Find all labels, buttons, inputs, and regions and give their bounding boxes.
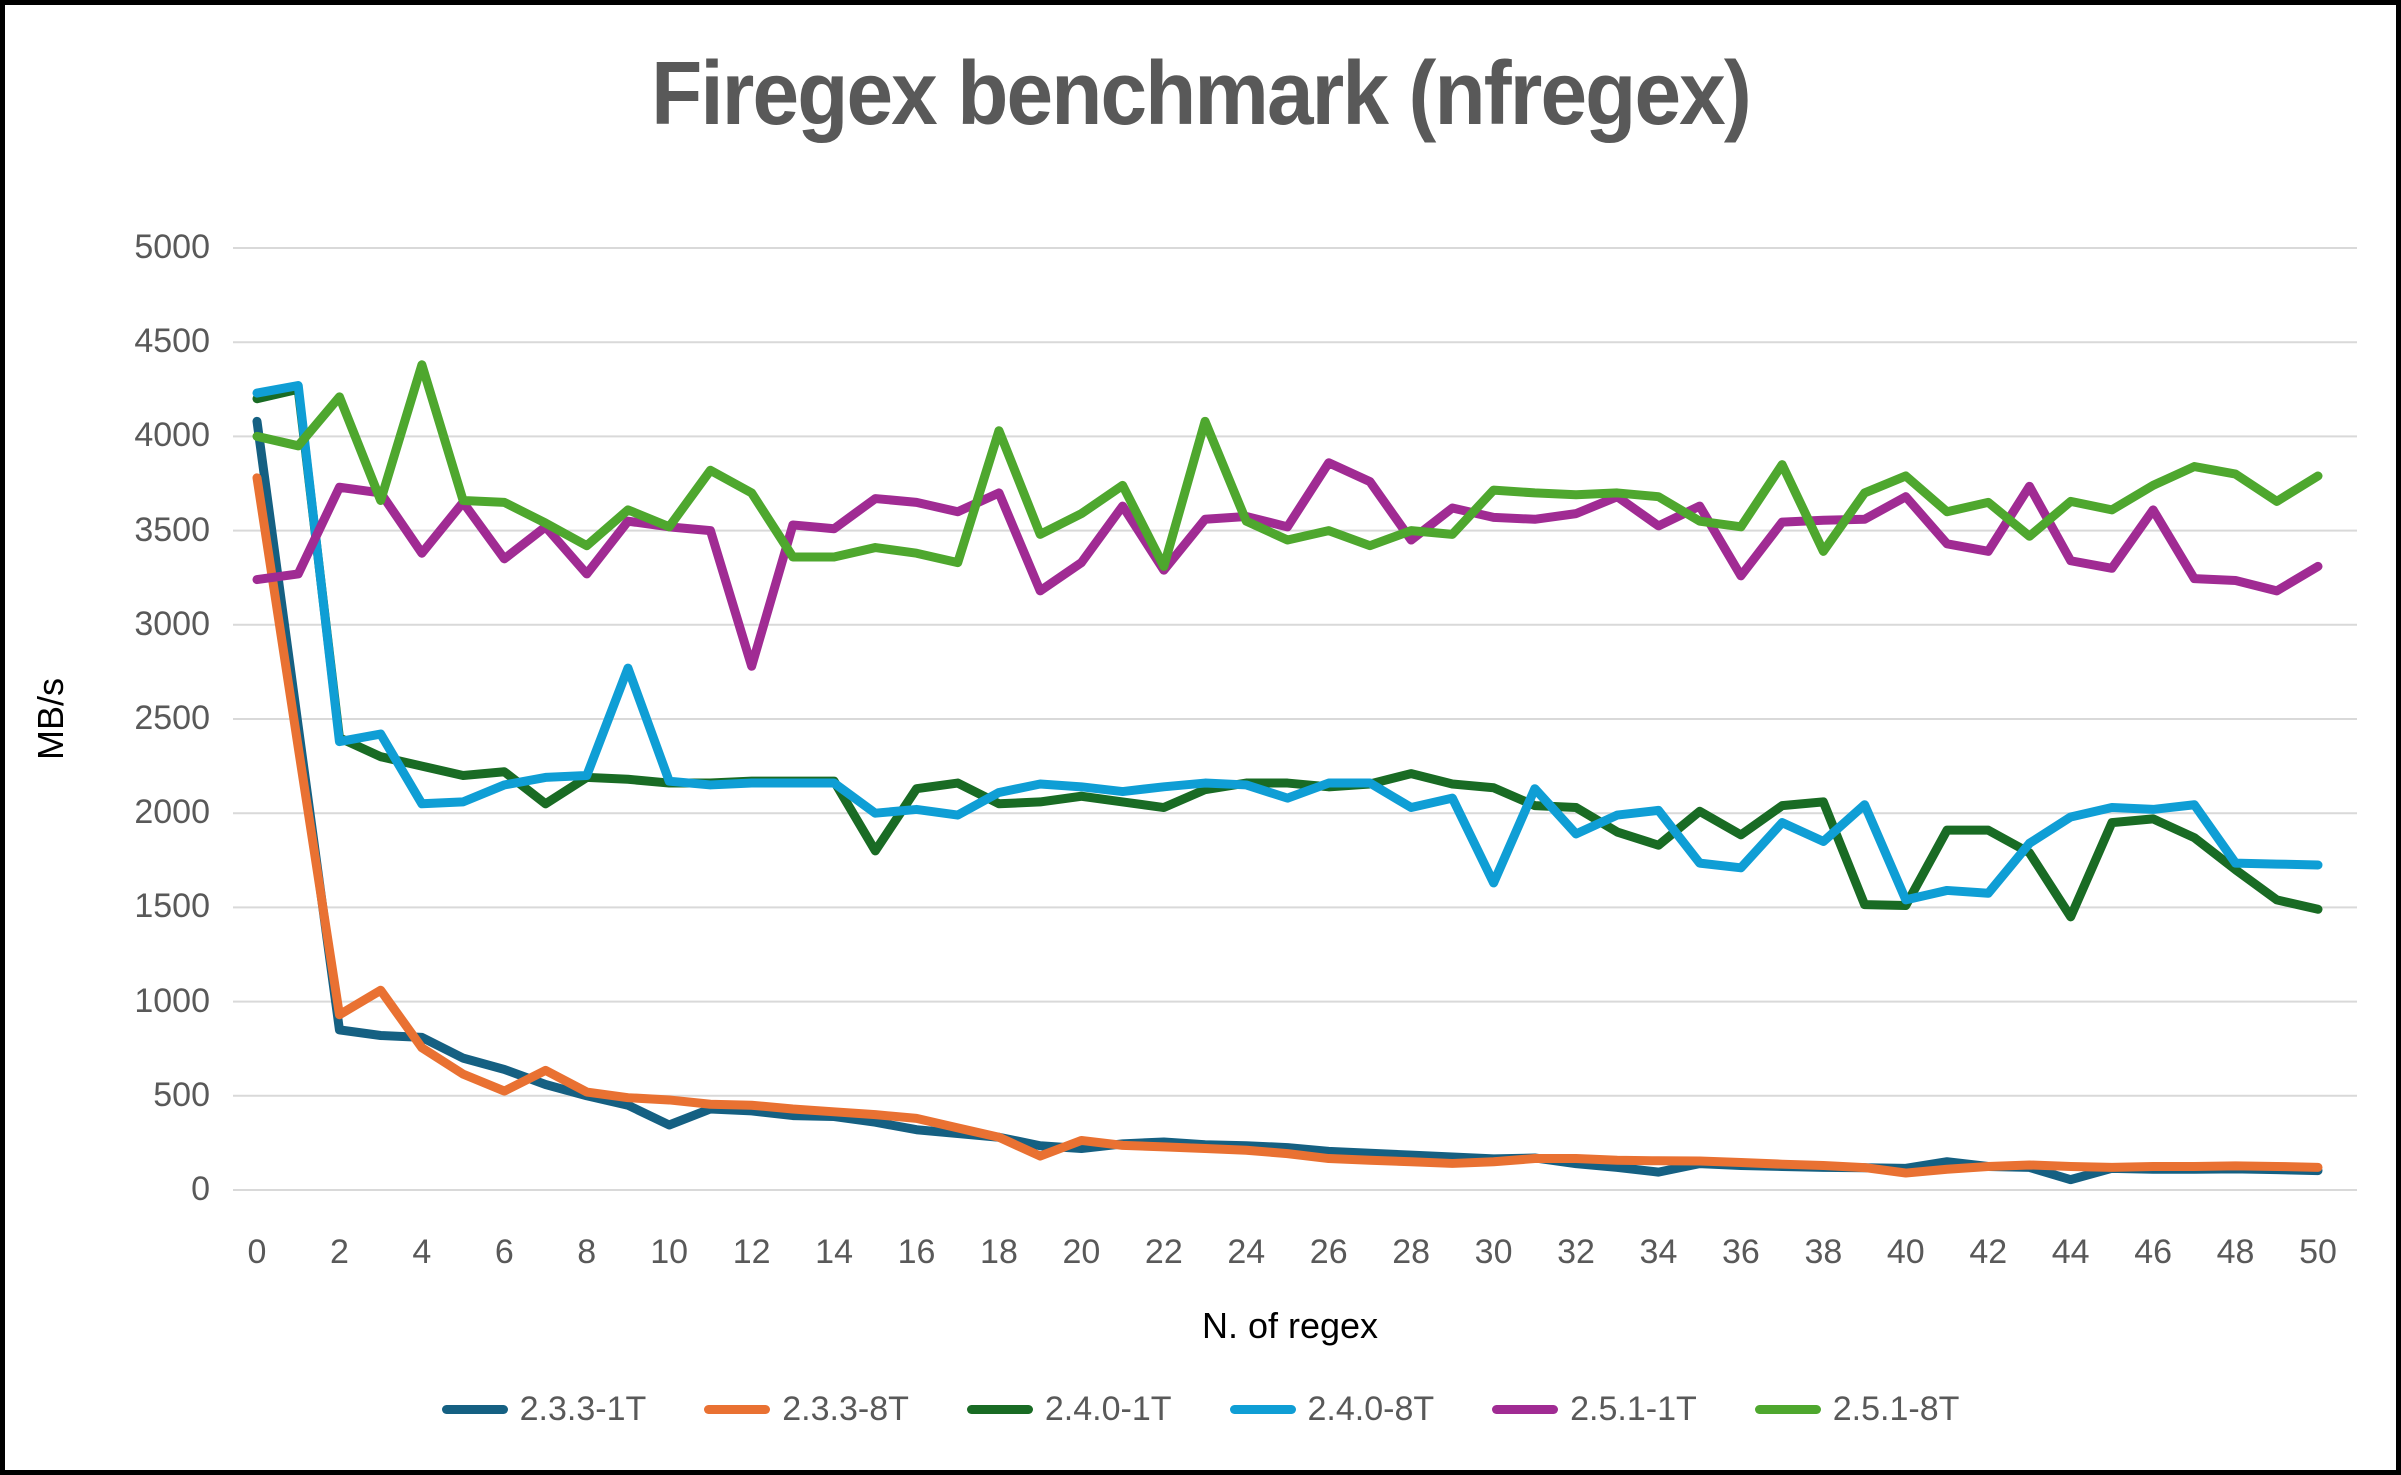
x-axis-title: N. of regex	[1201, 1305, 1379, 1346]
x-tick-label: 20	[1062, 1233, 1101, 1271]
series-line-2.4.0-1T	[252, 384, 2323, 922]
x-tick-label: 30	[1474, 1233, 1513, 1271]
legend-swatch-icon	[1754, 1405, 1821, 1414]
legend-item-2.5.1-1T: 2.5.1-1T	[1492, 1390, 1697, 1429]
x-tick-label: 36	[1721, 1233, 1760, 1271]
legend-item-2.3.3-1T: 2.3.3-1T	[441, 1390, 647, 1429]
legend-item-2.4.0-1T: 2.4.0-1T	[966, 1390, 1172, 1429]
legend-label: 2.4.0-8T	[1307, 1390, 1435, 1428]
legend-swatch-icon	[441, 1405, 508, 1414]
y-tick-label: 1500	[134, 887, 210, 926]
legend-swatch-icon	[1229, 1405, 1296, 1414]
x-tick-label: 0	[247, 1233, 267, 1271]
legend-label: 2.3.3-1T	[519, 1390, 647, 1428]
x-tick-label: 18	[980, 1233, 1018, 1271]
legend-label: 2.5.1-1T	[1570, 1390, 1697, 1428]
x-tick-label: 2	[329, 1233, 349, 1271]
legend-label: 2.4.0-1T	[1044, 1390, 1172, 1428]
series-line-2.5.1-1T	[252, 458, 2323, 671]
legend-label: 2.3.3-8T	[782, 1390, 909, 1428]
x-tick-label: 6	[494, 1233, 514, 1271]
legend-swatch-icon	[704, 1405, 771, 1414]
x-tick-label: 8	[577, 1233, 597, 1271]
chart-title: Firegex benchmark (nfregex)	[651, 44, 1752, 144]
legend-item-2.4.0-8T: 2.4.0-8T	[1229, 1390, 1435, 1429]
legend-label: 2.5.1-8T	[1832, 1390, 1960, 1428]
y-tick-label: 3000	[134, 604, 210, 643]
y-tick-label: 500	[153, 1075, 210, 1114]
y-tick-label: 4500	[134, 322, 210, 361]
x-tick-label: 16	[897, 1233, 936, 1271]
y-tick-label: 2000	[134, 793, 210, 832]
x-tick-label: 26	[1309, 1233, 1348, 1271]
x-tick-label: 46	[2134, 1233, 2173, 1271]
y-tick-label: 2500	[134, 699, 210, 737]
series-line-2.3.3-8T	[252, 473, 2323, 1178]
x-tick-label: 42	[1969, 1233, 2008, 1271]
x-tick-label: 12	[732, 1233, 771, 1271]
x-tick-label: 4	[412, 1233, 432, 1271]
x-tick-label: 48	[2216, 1233, 2255, 1271]
x-tick-label: 50	[2299, 1233, 2337, 1271]
y-tick-label: 1000	[134, 981, 210, 1020]
legend-swatch-icon	[1492, 1405, 1559, 1414]
x-tick-label: 10	[650, 1233, 689, 1271]
x-tick-label: 28	[1392, 1233, 1431, 1271]
x-tick-label: 44	[2051, 1233, 2090, 1271]
legend-swatch-icon	[966, 1405, 1033, 1414]
series-line-2.5.1-8T	[252, 360, 2323, 571]
series-line-2.4.0-8T	[252, 381, 2323, 905]
y-tick-label: 3500	[134, 510, 210, 549]
x-tick-label: 38	[1804, 1233, 1843, 1271]
x-tick-label: 40	[1886, 1233, 1925, 1271]
legend-item-2.3.3-8T: 2.3.3-8T	[704, 1390, 909, 1429]
x-tick-label: 24	[1227, 1233, 1266, 1271]
legend-item-2.5.1-8T: 2.5.1-8T	[1754, 1390, 1960, 1429]
plot-area	[233, 247, 2357, 1191]
y-tick-label: 0	[191, 1170, 210, 1208]
y-tick-label: 4000	[134, 416, 210, 455]
x-tick-label: 34	[1639, 1233, 1678, 1271]
x-tick-label: 14	[815, 1233, 853, 1271]
x-tick-label: 22	[1144, 1233, 1183, 1271]
legend: 2.3.3-1T 2.3.3-8T 2.4.0-1T 2.4.0-8T 2.5.1-1T…	[5, 1390, 2396, 1429]
x-tick-label: 32	[1557, 1233, 1595, 1271]
y-tick-label: 5000	[134, 228, 210, 266]
